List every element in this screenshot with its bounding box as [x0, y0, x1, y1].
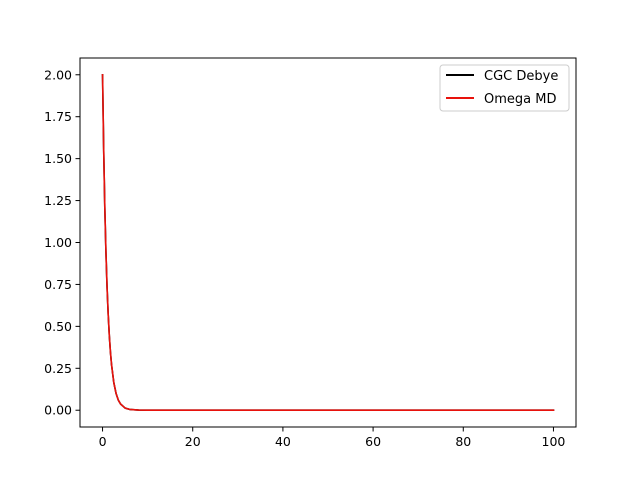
legend-label-omega-md: Omega MD [484, 92, 556, 107]
y-tick-label: 0.25 [44, 361, 72, 376]
y-tick-label: 2.00 [44, 67, 72, 82]
x-tick-label: 0 [99, 434, 107, 449]
x-tick-label: 60 [365, 434, 381, 449]
y-tick-label: 0.00 [44, 403, 72, 418]
y-tick-label: 0.75 [44, 277, 72, 292]
y-tick-label: 0.50 [44, 319, 72, 334]
series-layer [101, 73, 555, 412]
y-tick-label: 1.50 [44, 151, 72, 166]
x-tick-label: 100 [542, 434, 566, 449]
y-tick-label: 1.75 [44, 109, 72, 124]
x-tick-label: 20 [185, 434, 201, 449]
legend-label-cgc-debye: CGC Debye [484, 69, 558, 84]
x-axis: 0 20 40 60 80 100 [99, 427, 566, 449]
y-axis: 0.00 0.25 0.50 0.75 1.00 1.25 1.50 1.75 2.00 [44, 67, 80, 418]
y-tick-label: 1.25 [44, 193, 72, 208]
x-tick-label: 40 [275, 434, 291, 449]
legend-frame [439, 64, 570, 112]
x-tick-label: 80 [455, 434, 471, 449]
series-line-omega-md [101, 73, 555, 412]
y-tick-label: 1.00 [44, 235, 72, 250]
legend: CGC Debye Omega MD [439, 64, 570, 112]
